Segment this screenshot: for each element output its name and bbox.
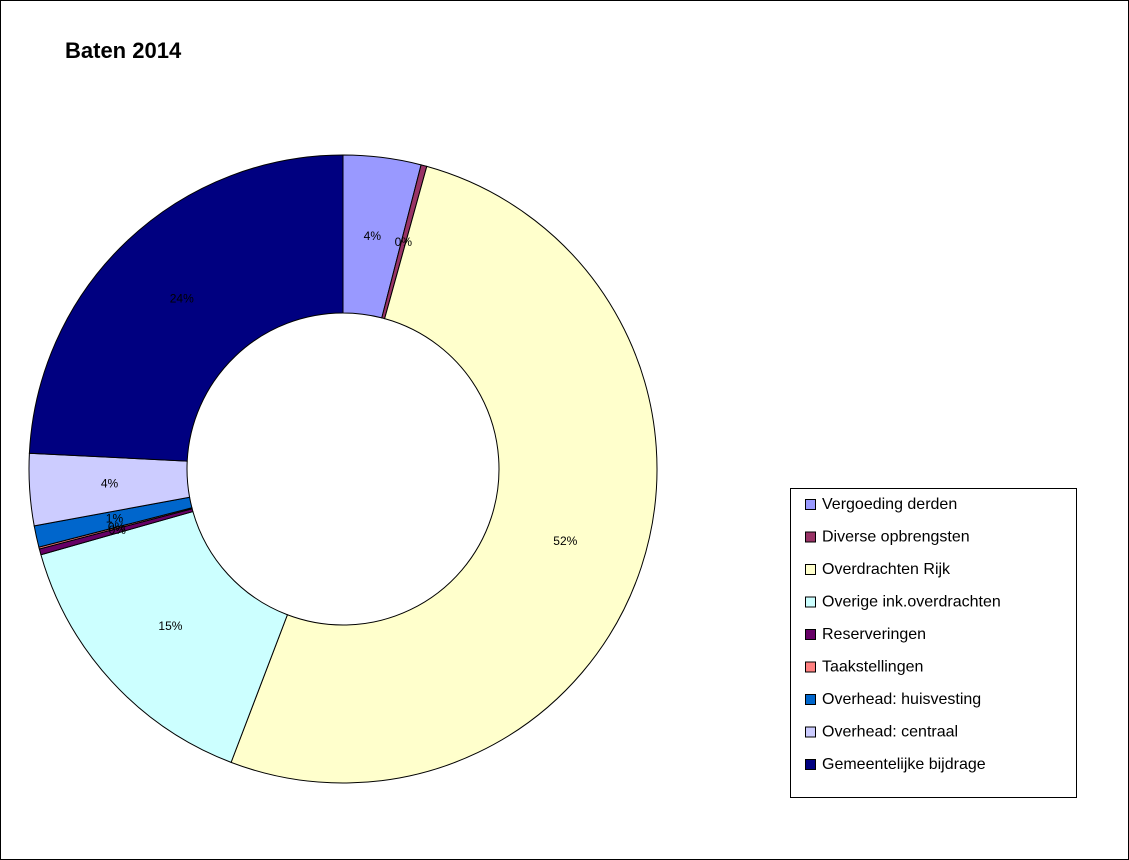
legend-swatch	[805, 629, 816, 640]
data-label: 15%	[158, 619, 182, 633]
donut-slice	[28, 154, 344, 462]
data-label: 52%	[553, 534, 577, 548]
legend-swatch	[805, 531, 816, 543]
legend-swatch	[805, 661, 816, 673]
legend-swatch	[805, 759, 816, 770]
data-label: 4%	[364, 229, 382, 243]
legend-box	[790, 488, 1077, 798]
legend-label: Overdrachten Rijk	[822, 561, 951, 578]
legend-swatch	[805, 499, 816, 510]
data-label: 1%	[106, 511, 124, 525]
donut-slice	[40, 510, 289, 764]
legend-label: Taakstellingen	[822, 659, 923, 676]
legend-swatch	[805, 564, 816, 575]
legend-swatch	[805, 726, 816, 738]
legend-label: Diverse opbrengsten	[822, 529, 970, 546]
donut-slice	[230, 165, 658, 784]
legend-label: Vergoeding derden	[822, 496, 957, 513]
data-label: 24%	[170, 292, 194, 306]
legend-label: Reserveringen	[822, 626, 926, 643]
data-label: 0%	[395, 235, 413, 249]
legend-label: Overige ink.overdrachten	[822, 594, 1001, 611]
legend-swatch	[805, 694, 816, 705]
legend-label: Overhead: huisvesting	[822, 691, 981, 708]
legend-swatch	[805, 596, 816, 608]
data-label: 0%	[108, 520, 126, 534]
chart-title: Baten 2014	[65, 38, 182, 63]
data-label: 0%	[109, 523, 127, 537]
legend-label: Overhead: centraal	[822, 724, 958, 741]
legend-label: Gemeentelijke bijdrage	[822, 756, 986, 773]
data-label: 4%	[101, 477, 119, 491]
